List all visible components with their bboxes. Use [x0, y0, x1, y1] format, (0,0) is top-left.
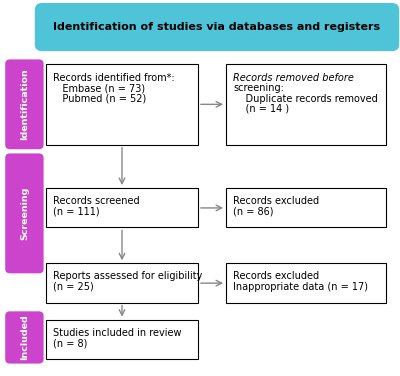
FancyBboxPatch shape [35, 3, 399, 51]
Text: Identification of studies via databases and registers: Identification of studies via databases … [54, 22, 380, 32]
Text: Duplicate records removed: Duplicate records removed [233, 94, 378, 104]
Text: screening:: screening: [233, 83, 284, 94]
FancyBboxPatch shape [46, 64, 198, 145]
FancyBboxPatch shape [226, 64, 386, 145]
Text: Records screened: Records screened [53, 196, 140, 206]
FancyBboxPatch shape [226, 263, 386, 303]
Text: Inappropriate data (n = 17): Inappropriate data (n = 17) [233, 282, 368, 292]
FancyBboxPatch shape [46, 188, 198, 227]
FancyBboxPatch shape [46, 263, 198, 303]
FancyBboxPatch shape [5, 59, 44, 149]
Text: Identification: Identification [20, 68, 29, 140]
Text: Pubmed (n = 52): Pubmed (n = 52) [53, 94, 146, 104]
Text: (n = 8): (n = 8) [53, 338, 88, 348]
Text: Studies included in review: Studies included in review [53, 328, 182, 338]
FancyBboxPatch shape [226, 188, 386, 227]
FancyBboxPatch shape [5, 153, 44, 273]
Text: Records excluded: Records excluded [233, 196, 319, 206]
Text: (n = 111): (n = 111) [53, 206, 100, 217]
FancyBboxPatch shape [46, 320, 198, 359]
Text: Records removed before: Records removed before [233, 73, 354, 83]
Text: Records identified from*:: Records identified from*: [53, 73, 175, 83]
Text: Screening: Screening [20, 187, 29, 240]
Text: Embase (n = 73): Embase (n = 73) [53, 83, 145, 94]
Text: (n = 86): (n = 86) [233, 206, 274, 217]
FancyBboxPatch shape [5, 311, 44, 364]
Text: Reports assessed for eligibility: Reports assessed for eligibility [53, 271, 202, 282]
Text: Records excluded: Records excluded [233, 271, 319, 282]
Text: Included: Included [20, 315, 29, 360]
Text: (n = 25): (n = 25) [53, 282, 94, 292]
Text: (n = 14 ): (n = 14 ) [233, 104, 289, 114]
